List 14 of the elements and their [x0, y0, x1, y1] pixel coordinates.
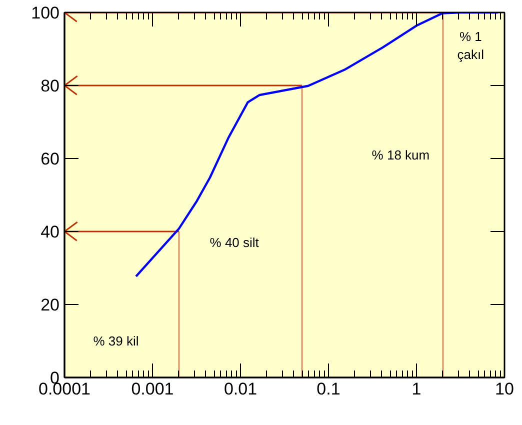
x-tick-label: 10	[495, 380, 514, 398]
y-tick-label: 40	[40, 222, 60, 242]
x-tick-label: 0.001	[131, 380, 174, 398]
x-tick-label: 1	[412, 380, 422, 398]
annotation: % 18 kum	[372, 147, 430, 162]
y-tick-label: 20	[40, 296, 60, 314]
y-tick-label: 100	[31, 4, 60, 22]
y-tick-label: 60	[40, 150, 60, 168]
annotation: % 1 çakıl	[457, 28, 484, 62]
x-tick-label: 0.01	[224, 380, 258, 398]
x-tick-label: 0.1	[316, 380, 340, 398]
annotation: % 40 silt	[210, 234, 260, 250]
annotation: % 39 kil	[93, 334, 139, 348]
y-tick-label: 80	[40, 76, 60, 96]
